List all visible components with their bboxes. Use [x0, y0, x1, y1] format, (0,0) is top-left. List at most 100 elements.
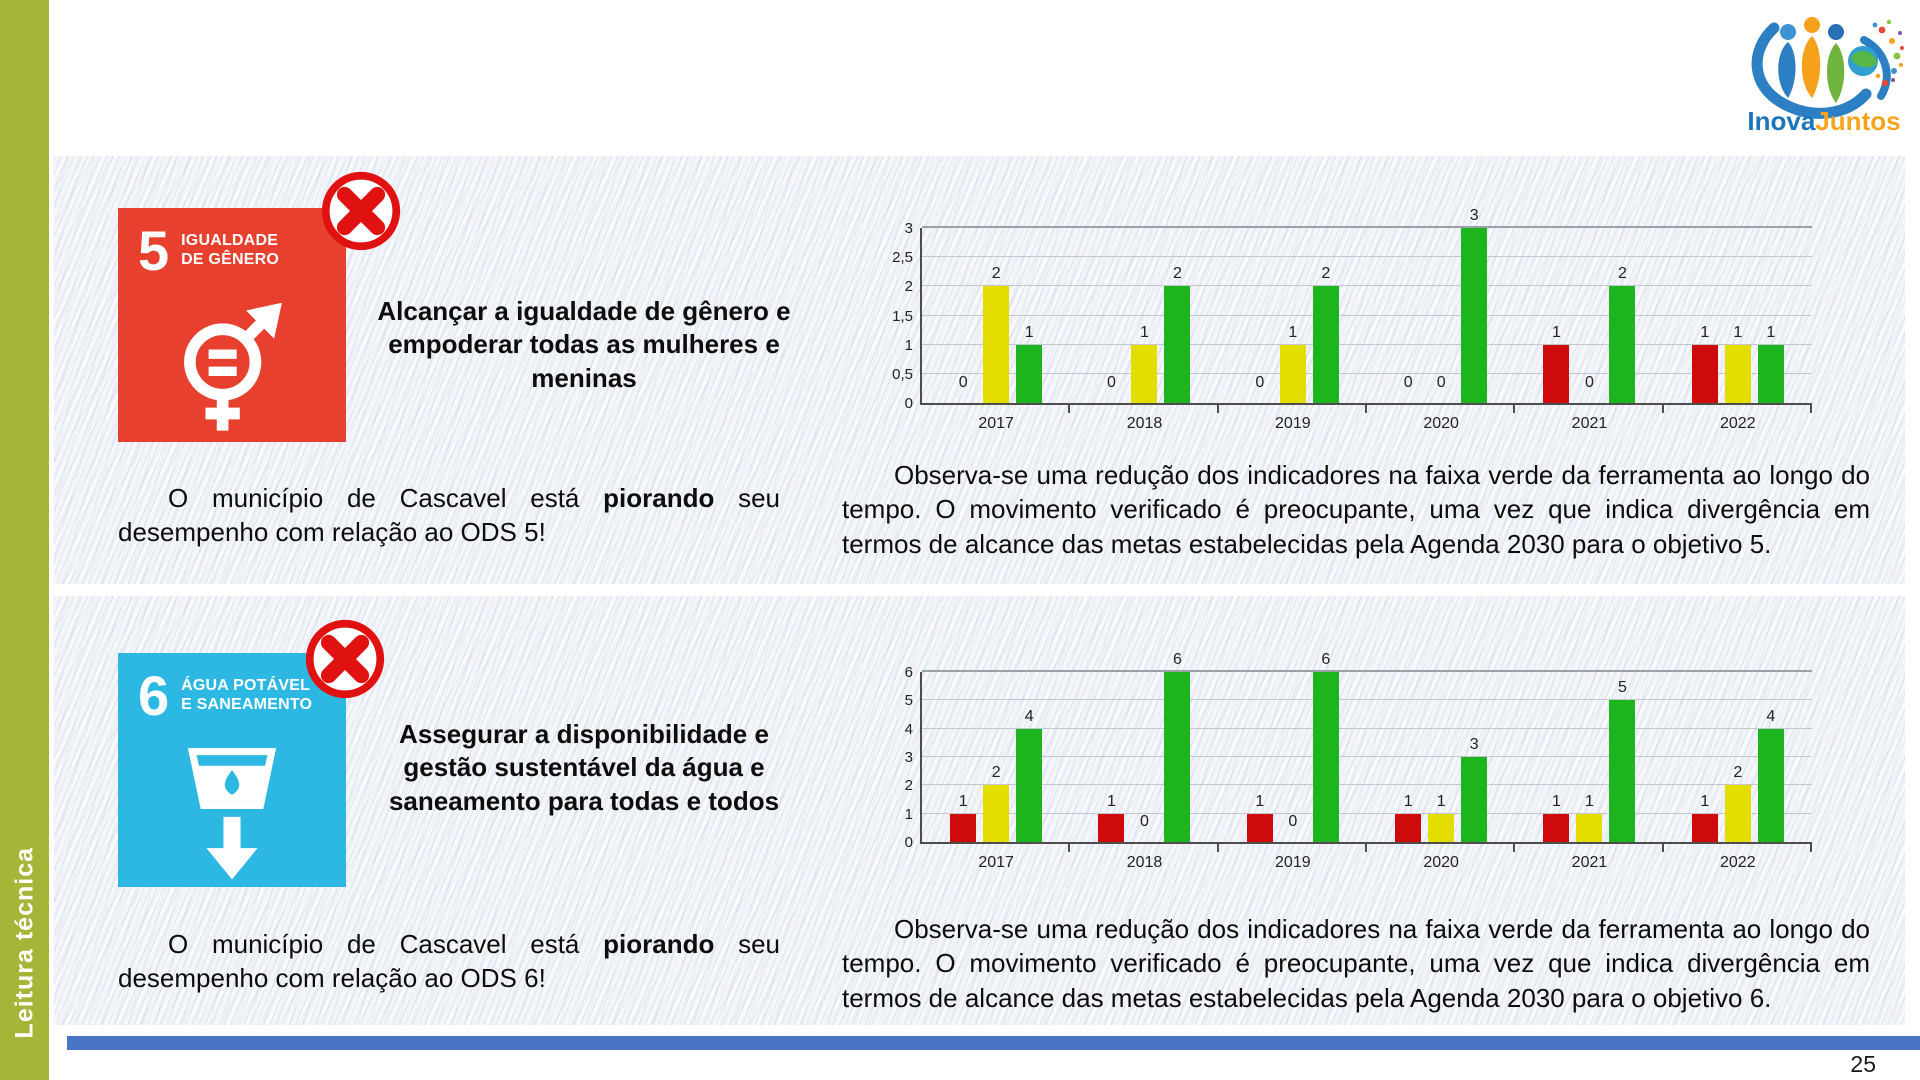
page-number: 25	[1850, 1051, 1876, 1077]
year-group-2019: 0 1 2 2019	[1219, 228, 1368, 432]
bar-value-label: 2	[1321, 265, 1331, 283]
x-axis-label: 2021	[1571, 415, 1608, 432]
bar-slot: 0	[1428, 228, 1454, 403]
bar-verde-2020	[1461, 757, 1488, 842]
bar-slot: 1	[1098, 672, 1125, 842]
year-group-2022: 1 1 1 2022	[1664, 228, 1813, 432]
bar-value-label: 2	[1618, 265, 1627, 283]
bar-slot: 2	[1724, 672, 1751, 842]
bar-value-label: 1	[1766, 323, 1776, 341]
left-sidebar: Leitura técnica	[0, 0, 49, 1080]
bar-slot: 2	[983, 228, 1010, 403]
ods6-bar-chart: 0 1 2 3 4 5 6 1 2 4 2017 1 0 6 2018 1 0 6 2019 1 1 3 2020 1 1 5 20…	[852, 652, 1862, 871]
gridline	[922, 314, 1812, 316]
bar-amarelo-2019	[1279, 344, 1306, 403]
bar-slot: 1	[1576, 672, 1603, 842]
crossed-out-circle-icon	[305, 619, 385, 699]
bar-slot: 2	[1609, 228, 1636, 403]
bar-value-label: 0	[958, 374, 968, 391]
bar-verde-2021	[1609, 700, 1636, 842]
year-group-2021: 1 1 5 2021	[1515, 672, 1664, 871]
bar-slot: 1	[1757, 228, 1784, 403]
bar-verde-2022	[1757, 344, 1784, 403]
year-group-2017: 1 2 4 2017	[922, 672, 1071, 871]
x-axis-label: 2018	[1126, 854, 1163, 871]
bar-value-label: 0	[1403, 374, 1413, 391]
sdg5-number: 5	[138, 219, 170, 282]
gridline	[922, 343, 1812, 345]
bar-amarelo-2018	[1131, 344, 1158, 403]
x-axis-label: 2019	[1275, 415, 1311, 432]
bar-slot: 2	[983, 672, 1010, 842]
logo-dots	[1872, 19, 1904, 87]
bar-value-label: 6	[1173, 651, 1182, 668]
bar-value-label: 0	[1255, 374, 1265, 391]
crossed-out-circle-icon	[321, 171, 401, 251]
year-group-2019: 1 0 6 2019	[1219, 652, 1368, 871]
gridline	[922, 256, 1812, 258]
y-axis-tick-label: 4	[904, 720, 913, 738]
bar-slot: 4	[1757, 672, 1784, 842]
ods5-goal-text: Alcançar a igualdade de gênero e empoder…	[377, 296, 791, 393]
bar-verde-2018	[1164, 286, 1191, 403]
bar-slot: 1	[1724, 228, 1751, 403]
year-group-2021: 1 0 2 2021	[1515, 228, 1664, 432]
bar-value-label: 0	[1585, 374, 1594, 391]
bar-value-label: 0	[1107, 374, 1116, 391]
logo-wordmark: InovaJuntos	[1747, 106, 1900, 136]
bar-slot: 1	[1543, 228, 1570, 403]
gridline	[922, 372, 1812, 374]
bar-value-label: 1	[958, 792, 968, 810]
bar-verde-2018	[1164, 672, 1191, 842]
ods5-status-text: O município de Cascavel está piorando se…	[118, 483, 780, 547]
sdg6-header: 6 ÁGUA POTÁVEL E SANEAMENTO	[118, 653, 346, 723]
bar-value-label: 2	[1733, 764, 1743, 782]
bar-value-label: 1	[1288, 323, 1298, 341]
ods5-bar-chart: 0 0,5 1 1,5 2 2,5 3 0 2 1 2017 0 1 2 2018 0 1 2 2019 0 0 3 202…	[852, 208, 1862, 432]
bar-verde-2019	[1312, 672, 1339, 842]
bar-verde-2019	[1312, 286, 1339, 403]
bar-slot: 2	[1164, 228, 1191, 403]
sdg6-title: ÁGUA POTÁVEL E SANEAMENTO	[181, 677, 313, 714]
bar-slot: 1	[950, 672, 977, 842]
bar-value-label: 1	[1585, 792, 1594, 810]
bar-vermelho-2021	[1543, 813, 1570, 842]
bar-verde-2022	[1757, 728, 1784, 842]
gridline	[922, 226, 1812, 228]
bar-slot: 3	[1461, 208, 1488, 403]
sdg6-badge: 6 ÁGUA POTÁVEL E SANEAMENTO	[118, 653, 346, 887]
bar-verde-2017	[1016, 728, 1043, 842]
bar-value-label: 1	[1403, 792, 1413, 810]
sidebar-label: Leitura técnica	[10, 846, 38, 1038]
ods5-observation-text: Observa-se uma redução dos indicadores n…	[842, 460, 1870, 559]
bar-slot: 1	[1395, 672, 1422, 842]
year-group-2020: 0 0 3 2020	[1367, 208, 1516, 432]
year-group-2022: 1 2 4 2022	[1664, 672, 1813, 871]
bar-verde-2021	[1609, 286, 1636, 403]
bar-slot: 0	[1395, 228, 1421, 403]
bar-slot: 1	[1691, 672, 1718, 842]
bar-value-label: 6	[1321, 651, 1331, 668]
gridline	[922, 285, 1812, 287]
gridline	[922, 727, 1812, 729]
x-axis-label: 2019	[1275, 854, 1311, 871]
bar-value-label: 1	[1140, 323, 1149, 341]
y-axis-tick-label: 6	[904, 664, 913, 681]
bar-slot: 2	[1312, 228, 1339, 403]
bar-value-label: 5	[1618, 679, 1627, 697]
ods5-section: 5 IGUALDADE DE GÊNERO Alcançar a igualda…	[54, 156, 1905, 584]
ods6-section: 6 ÁGUA POTÁVEL E SANEAMENTO Assegurar a …	[54, 596, 1905, 1025]
bar-value-label: 2	[991, 265, 1001, 283]
bar-value-label: 4	[1766, 707, 1776, 725]
bar-value-label: 2	[991, 764, 1001, 782]
bar-amarelo-2020	[1428, 813, 1455, 842]
logo-globe	[1848, 46, 1878, 76]
x-axis-label: 2020	[1423, 854, 1459, 871]
year-group-2018: 0 1 2 2018	[1070, 228, 1219, 432]
bar-value-label: 1	[1700, 323, 1710, 341]
bar-slot: 0	[950, 228, 976, 403]
y-axis-tick-label: 2	[904, 278, 913, 296]
y-axis-tick-label: 1	[904, 805, 913, 823]
bar-value-label: 1	[1107, 792, 1116, 810]
inovajuntos-logo: InovaJuntos	[1747, 17, 1904, 136]
